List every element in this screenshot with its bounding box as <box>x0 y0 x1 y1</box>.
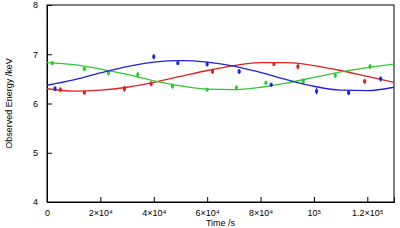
data-point <box>176 62 179 65</box>
data-point <box>270 83 273 86</box>
data-point <box>334 74 337 77</box>
error-bar <box>380 76 382 81</box>
tick-mark <box>47 202 52 203</box>
series <box>51 61 372 92</box>
tick-label: 7 <box>33 50 38 60</box>
tick-mark <box>47 54 52 55</box>
tick: 6×10⁴ <box>196 197 220 218</box>
tick: 7 <box>33 50 52 60</box>
tick-mark <box>47 153 52 154</box>
data-point <box>211 70 214 73</box>
tick-label: 6 <box>33 99 38 109</box>
tick-label: 2×10⁴ <box>89 208 113 218</box>
tick-label: 0 <box>45 208 50 218</box>
tick: 5 <box>33 148 52 158</box>
error-bar <box>54 86 56 91</box>
data-point <box>235 86 238 89</box>
chart: 0 2×10⁴ 4×10⁴ 6×10⁴ 8×10⁴ 10⁵ 1.2×10⁵ 4 5 6 7 8 Time… <box>0 0 400 228</box>
error-bar <box>270 83 272 87</box>
tick: 1.2×10⁵ <box>352 197 384 218</box>
data-point <box>347 91 350 94</box>
tick-label: 8×10⁴ <box>249 208 273 218</box>
tick-label: 1.2×10⁵ <box>352 208 384 218</box>
series <box>47 63 394 92</box>
tick: 8 <box>33 0 52 10</box>
data-point <box>363 80 366 83</box>
tick-label: 4×10⁴ <box>142 208 166 218</box>
error-bar <box>316 88 318 94</box>
error-bar <box>153 54 155 59</box>
fit-line <box>47 63 394 90</box>
y-axis: 4 5 6 7 8 <box>33 0 52 207</box>
tick: 2×10⁴ <box>89 197 113 218</box>
data-point <box>107 71 110 74</box>
x-axis: 0 2×10⁴ 4×10⁴ 6×10⁴ 8×10⁴ 10⁵ 1.2×10⁵ <box>45 197 395 218</box>
tick-mark <box>47 104 52 105</box>
tick-mark <box>207 197 208 202</box>
series <box>47 61 394 91</box>
tick-mark <box>100 197 101 202</box>
data-point <box>54 87 57 90</box>
data-point <box>379 77 382 80</box>
tick: 4×10⁴ <box>142 197 166 218</box>
error-bar <box>177 61 179 65</box>
data-point <box>238 70 241 73</box>
y-axis-title: Observed Energy /keV <box>4 58 14 149</box>
tick-label: 6×10⁴ <box>196 208 220 218</box>
error-bar <box>265 81 267 85</box>
tick-mark <box>154 197 155 202</box>
tick: 4 <box>33 197 52 207</box>
tick-label: 5 <box>33 148 38 158</box>
error-bar <box>150 81 152 86</box>
fit-line <box>47 63 394 92</box>
data-point <box>206 63 209 66</box>
data-point <box>83 68 86 71</box>
axis-line <box>48 197 395 203</box>
tick-label: 10⁵ <box>308 208 322 218</box>
error-bar <box>238 69 240 74</box>
series <box>47 63 394 90</box>
error-bar <box>297 64 299 70</box>
fit-line <box>47 61 394 91</box>
plot: 0 2×10⁴ 4×10⁴ 6×10⁴ 8×10⁴ 10⁵ 1.2×10⁵ 4 5 6 7 8 <box>33 0 395 218</box>
marks <box>47 54 394 95</box>
data-point <box>296 65 299 68</box>
tick: 6 <box>33 99 52 109</box>
data-point <box>152 55 155 58</box>
tick-mark <box>47 5 52 6</box>
tick: 8×10⁴ <box>249 197 273 218</box>
data-point <box>136 73 139 76</box>
tick-mark <box>367 197 368 202</box>
x-axis-title: Time /s <box>206 218 236 228</box>
tick-mark <box>261 197 262 202</box>
data-point <box>315 90 318 93</box>
plot-frame <box>47 5 394 202</box>
error-bar <box>124 86 126 92</box>
tick-label: 4 <box>33 197 38 207</box>
error-bar <box>364 79 366 84</box>
tick-mark <box>314 197 315 202</box>
error-bar <box>84 67 86 71</box>
data-point <box>264 81 267 84</box>
axis-line <box>48 6 53 203</box>
tick-label: 8 <box>33 0 38 10</box>
tick: 10⁵ <box>308 197 322 218</box>
